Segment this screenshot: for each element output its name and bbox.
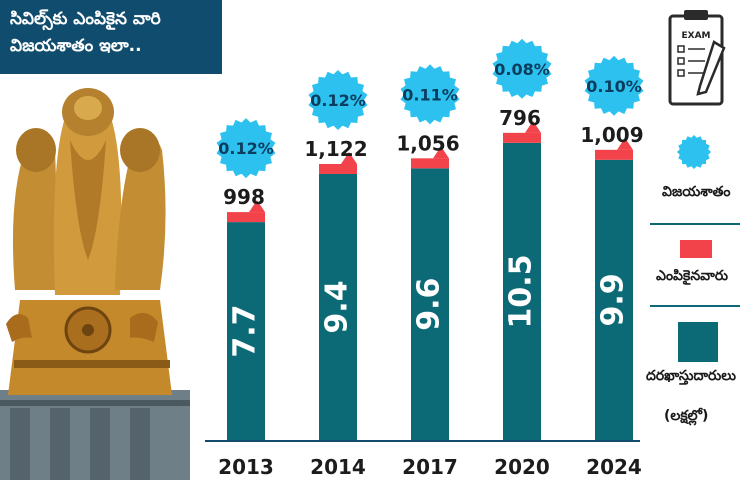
- selected-cap: [319, 163, 357, 174]
- year-tick-label: 2020: [494, 455, 550, 479]
- selected-value-label: 796: [499, 106, 541, 130]
- selected-value-label: 1,009: [580, 123, 643, 147]
- exam-clipboard-icon: EXAM: [668, 10, 726, 106]
- percent-circle: [492, 38, 552, 99]
- applicants-value-label: 9.4: [320, 280, 355, 333]
- title-line-2: విజయశాతం ఇలా..: [10, 36, 142, 56]
- applicants-value-label: 10.5: [504, 254, 539, 328]
- percent-circle: [400, 64, 460, 125]
- applicants-value-label: 7.7: [228, 304, 263, 357]
- selected-cap-arrow: [617, 137, 633, 150]
- title-line-1: సివిల్స్‌కు ఎంపికైన వారి: [10, 9, 161, 29]
- selected-cap: [503, 132, 541, 143]
- year-tick-label: 2017: [402, 455, 458, 479]
- percent-label: 0.08%: [494, 60, 550, 79]
- selected-cap: [227, 212, 265, 223]
- bar: [319, 173, 357, 441]
- chart-title: సివిల్స్‌కు ఎంపికైన వారి విజయశాతం ఇలా..: [0, 0, 222, 74]
- selected-value-label: 998: [223, 185, 265, 209]
- year-tick-label: 2014: [310, 455, 366, 479]
- legend-percent-marker: [677, 135, 711, 169]
- percent-label: 0.11%: [402, 85, 458, 104]
- percent-circle: [308, 70, 368, 130]
- chart-labels: 998 0.12% 7.7 2013 1,122 0.12% 9.4 2014 1,056 0.1…: [218, 60, 643, 479]
- applicant-bars: [227, 142, 633, 441]
- bar: [411, 168, 449, 440]
- percent-label: 0.12%: [310, 91, 366, 110]
- legend-applicants-unit: (లక్షల్లో): [664, 408, 709, 424]
- selected-cap-arrow: [249, 200, 265, 213]
- percent-label: 0.12%: [218, 139, 274, 158]
- lion-capital-emblem: [0, 88, 190, 480]
- selected-cap-arrow: [525, 120, 541, 133]
- selected-cap: [595, 149, 633, 160]
- bar: [227, 222, 265, 440]
- exam-label: EXAM: [681, 31, 710, 41]
- percent-circle: [216, 118, 276, 179]
- selected-markers: [227, 120, 633, 223]
- percent-label: 0.10%: [586, 77, 642, 96]
- legend-selected-label: ఎంపికైనవారు: [656, 268, 728, 284]
- percent-circle: [584, 55, 644, 116]
- legend-applicants-marker: [678, 322, 718, 362]
- selected-cap-arrow: [433, 146, 449, 159]
- selected-cap-arrow: [341, 151, 357, 164]
- selected-value-label: 1,056: [396, 131, 459, 155]
- percent-circles: [216, 38, 644, 179]
- selected-value-label: 1,122: [304, 137, 367, 161]
- bar: [595, 159, 633, 440]
- legend-selected-marker: [680, 240, 712, 258]
- applicants-value-label: 9.6: [412, 278, 447, 331]
- year-tick-label: 2024: [586, 455, 642, 479]
- legend-percent-label: విజయశాతం: [662, 184, 731, 200]
- year-tick-label: 2013: [218, 455, 274, 479]
- bar: [503, 142, 541, 440]
- applicants-value-label: 9.9: [596, 273, 631, 326]
- legend-applicants-label: దరఖాస్తుదారులు: [646, 368, 736, 384]
- selected-cap: [411, 158, 449, 169]
